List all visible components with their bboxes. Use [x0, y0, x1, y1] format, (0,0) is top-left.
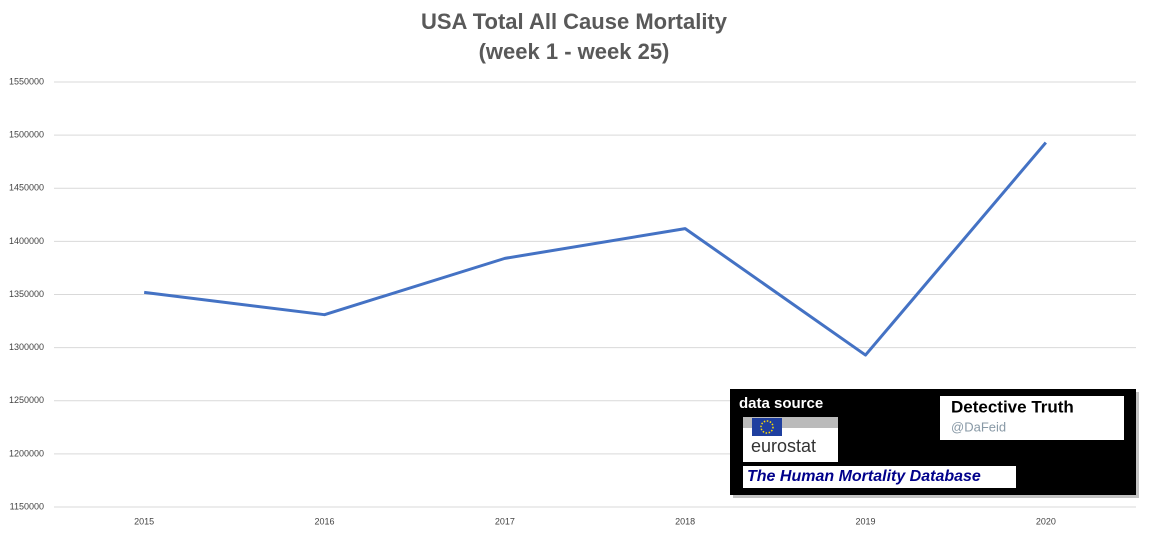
y-tick-label: 1500000	[9, 130, 44, 140]
chart-title: USA Total All Cause Mortality	[421, 9, 728, 34]
eu-stars	[760, 420, 774, 434]
handle: @DaFeid	[951, 419, 1006, 434]
data-line	[143, 141, 1047, 357]
x-tick-label: 2015	[134, 516, 154, 526]
database-name: The Human Mortality Database	[747, 468, 981, 485]
y-tick-label: 1400000	[9, 236, 44, 246]
eurostat-logo: eurostat	[751, 436, 816, 456]
author-bg	[940, 396, 1124, 440]
eu-flag	[752, 418, 782, 436]
y-tick-label: 1550000	[9, 76, 44, 86]
plot-area: 1150000 1200000 1250000 1300000 1350000 14000…	[9, 76, 1136, 526]
x-tick-label: 2019	[855, 516, 875, 526]
y-tick-label: 1200000	[9, 448, 44, 458]
chart-subtitle: (week 1 - week 25)	[479, 39, 670, 64]
y-tick-label: 1250000	[9, 395, 44, 405]
source-box: data source eurostat The Human Mortality…	[730, 389, 1139, 498]
database-bg	[743, 466, 1016, 488]
y-tick-label: 1150000	[10, 501, 44, 511]
source-label: data source	[739, 395, 823, 412]
x-tick-label: 2018	[675, 516, 695, 526]
x-tick-label: 2017	[495, 516, 515, 526]
x-tick-label: 2016	[314, 516, 334, 526]
y-tick-label: 1300000	[9, 342, 44, 352]
y-tick-label: 1450000	[9, 183, 44, 193]
y-tick-label: 1350000	[9, 289, 44, 299]
x-tick-label: 2020	[1036, 516, 1056, 526]
author: Detective Truth	[951, 397, 1074, 416]
eurostat-band	[743, 417, 838, 428]
